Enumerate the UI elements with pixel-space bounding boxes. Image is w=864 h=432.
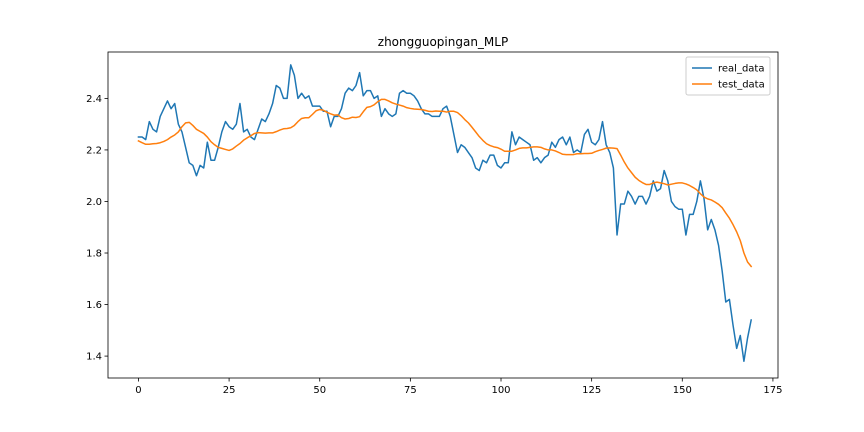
x-tick-label: 0 <box>135 385 141 396</box>
y-tick-label: 2.4 <box>86 94 102 105</box>
x-tick-label: 150 <box>673 385 692 396</box>
legend-box <box>685 56 771 96</box>
plot-area <box>137 64 753 362</box>
y-tick-label: 2.0 <box>86 197 102 208</box>
x-tick-label: 175 <box>763 385 782 396</box>
x-tick-label: 75 <box>404 385 417 396</box>
series-line-test-data <box>137 98 753 268</box>
x-tick-label: 100 <box>491 385 510 396</box>
chart-title: zhongguopingan_MLP <box>378 35 508 49</box>
series-line-real-data <box>137 64 753 362</box>
legend: real_data test_data <box>685 56 771 96</box>
axes-frame <box>107 51 779 379</box>
y-tick-label: 1.8 <box>86 249 102 260</box>
legend-label-test-data: test_data <box>718 80 765 91</box>
y-tick-label: 1.6 <box>86 300 102 311</box>
y-tick-label: 2.2 <box>86 145 102 156</box>
x-tick-label: 25 <box>223 385 236 396</box>
legend-label-real-data: real_data <box>718 64 764 75</box>
x-tick-label: 125 <box>582 385 601 396</box>
y-tick-label: 1.4 <box>86 352 102 363</box>
x-tick-label: 50 <box>313 385 326 396</box>
axes: 0 25 50 75 100 125 150 175 1.4 1.6 1.8 2.0 2.2 2.4 <box>86 51 782 396</box>
